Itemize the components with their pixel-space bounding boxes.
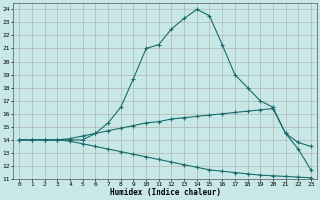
X-axis label: Humidex (Indice chaleur): Humidex (Indice chaleur) <box>110 188 220 197</box>
